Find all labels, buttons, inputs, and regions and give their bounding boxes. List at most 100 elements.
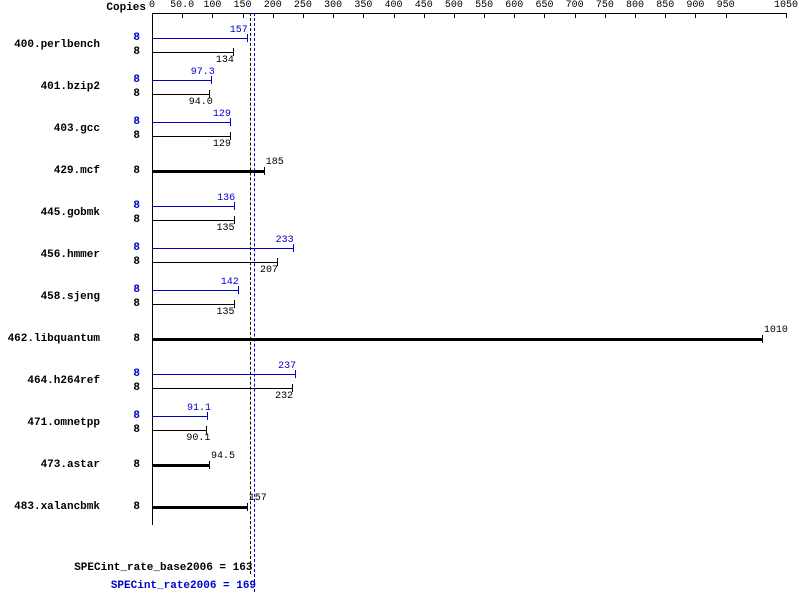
axis-tick [363, 13, 364, 18]
axis-tick-label: 750 [596, 0, 614, 11]
bar-base [152, 94, 209, 95]
copies-value-peak: 8 [133, 32, 140, 44]
benchmark-label: 471.omnetpp [27, 417, 100, 429]
copies-value-base: 8 [133, 382, 140, 394]
bar-peak [152, 290, 238, 291]
bar-end-tick [209, 461, 210, 469]
axis-tick [484, 13, 485, 18]
benchmark-label: 483.xalancbmk [14, 501, 100, 513]
bar-base [152, 136, 230, 137]
bar-merged [152, 506, 247, 509]
axis-tick-label: 200 [264, 0, 282, 11]
spec-rate-chart: 050.010015020025030035040045050055060065… [0, 0, 799, 606]
bar-value-base: 135 [216, 307, 234, 318]
bar-value-base: 90.1 [186, 433, 210, 444]
bar-peak [152, 38, 247, 39]
axis-tick [303, 13, 304, 18]
axis-tick [605, 13, 606, 18]
y-axis-line [152, 13, 153, 525]
benchmark-label: 464.h264ref [27, 375, 100, 387]
axis-tick [635, 13, 636, 18]
bar-value-base: 135 [216, 223, 234, 234]
axis-tick-label: 600 [505, 0, 523, 11]
bar-value-peak: 91.1 [187, 403, 211, 414]
bar-value-base: 207 [260, 265, 278, 276]
copies-value-base: 8 [133, 256, 140, 268]
axis-tick-label: 100 [203, 0, 221, 11]
bar-value-base: 232 [275, 391, 293, 402]
copies-value-peak: 8 [133, 410, 140, 422]
copies-value: 8 [133, 459, 140, 471]
bar-merged [152, 464, 209, 467]
axis-tick-label: 450 [415, 0, 433, 11]
axis-tick [243, 13, 244, 18]
copies-value-base: 8 [133, 298, 140, 310]
x-axis-line [152, 13, 786, 14]
copies-value: 8 [133, 333, 140, 345]
axis-tick-label: 250 [294, 0, 312, 11]
copies-value-peak: 8 [133, 284, 140, 296]
bar-base [152, 220, 234, 221]
copies-value-base: 8 [133, 214, 140, 226]
copies-value: 8 [133, 165, 140, 177]
copies-value-peak: 8 [133, 74, 140, 86]
axis-tick [665, 13, 666, 18]
axis-tick-label: 550 [475, 0, 493, 11]
benchmark-label: 400.perlbench [14, 39, 100, 51]
axis-tick-label: 300 [324, 0, 342, 11]
axis-tick [514, 13, 515, 18]
bar-value-base: 129 [213, 139, 231, 150]
reference-line-peak [254, 13, 255, 592]
bar-peak [152, 416, 207, 417]
axis-tick-label: 1050 [774, 0, 798, 11]
bar-end-tick [264, 167, 265, 175]
bar-base [152, 52, 233, 53]
copies-value-base: 8 [133, 130, 140, 142]
copies-value-base: 8 [133, 424, 140, 436]
benchmark-label: 429.mcf [54, 165, 100, 177]
bar-base [152, 304, 234, 305]
axis-tick-label: 500 [445, 0, 463, 11]
bar-value-peak: 233 [276, 235, 294, 246]
summary-peak: SPECint_rate2006 = 169 [111, 580, 256, 592]
axis-tick [726, 13, 727, 18]
copies-value: 8 [133, 501, 140, 513]
bar-value-peak: 142 [221, 277, 239, 288]
benchmark-label: 473.astar [41, 459, 100, 471]
benchmark-label: 456.hmmer [41, 249, 100, 261]
axis-tick [424, 13, 425, 18]
bar-value-peak: 157 [230, 25, 248, 36]
axis-tick [454, 13, 455, 18]
summary-base: SPECint_rate_base2006 = 163 [74, 562, 252, 574]
bar-value-label: 1010 [764, 325, 788, 336]
axis-tick-label: 150 [234, 0, 252, 11]
bar-peak [152, 206, 234, 207]
benchmark-label: 445.gobmk [41, 207, 100, 219]
copies-value-peak: 8 [133, 368, 140, 380]
axis-tick [575, 13, 576, 18]
reference-line-base [250, 13, 251, 574]
bar-value-base: 94.0 [189, 97, 213, 108]
axis-tick-label: 50.0 [170, 0, 194, 11]
axis-tick-label: 650 [535, 0, 553, 11]
axis-tick-label: 850 [656, 0, 674, 11]
bar-peak [152, 80, 211, 81]
bar-value-base: 134 [216, 55, 234, 66]
bar-merged [152, 338, 762, 341]
axis-tick-label: 0 [149, 0, 155, 11]
copies-value-base: 8 [133, 88, 140, 100]
axis-tick-label: 350 [354, 0, 372, 11]
bar-value-peak: 136 [217, 193, 235, 204]
bar-value-label: 185 [266, 157, 284, 168]
bar-base [152, 388, 292, 389]
bar-value-peak: 237 [278, 361, 296, 372]
copies-value-peak: 8 [133, 242, 140, 254]
bar-value-label: 94.5 [211, 451, 235, 462]
bar-peak [152, 248, 293, 249]
bar-merged [152, 170, 264, 173]
axis-tick-label: 950 [717, 0, 735, 11]
copies-header: Copies [106, 2, 146, 14]
bar-base [152, 430, 206, 431]
bar-value-peak: 129 [213, 109, 231, 120]
benchmark-label: 401.bzip2 [41, 81, 100, 93]
